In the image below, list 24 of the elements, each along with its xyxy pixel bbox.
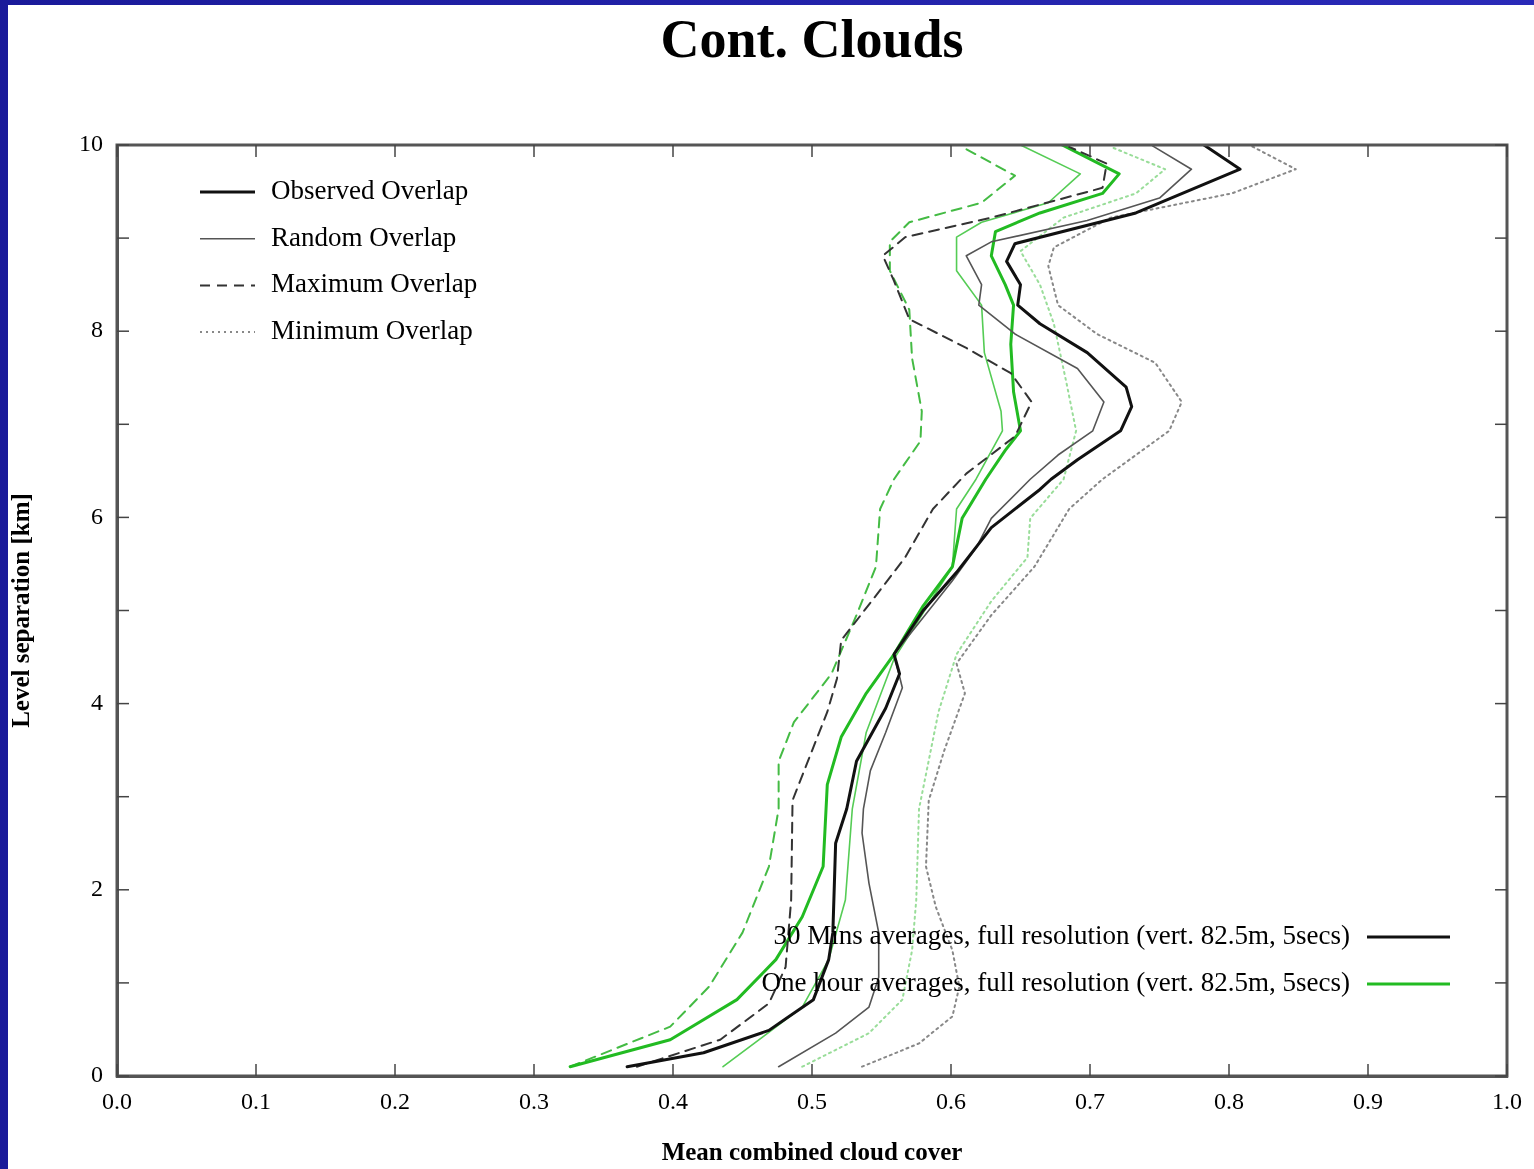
legend-label: Observed Overlap [271,175,469,206]
chart-title: Cont. Clouds [660,8,964,69]
x-axis-title: Mean combined cloud cover [661,1138,963,1166]
x-tick-label: 0.5 [797,1087,827,1114]
x-tick-label: 0.9 [1353,1087,1383,1114]
y-axis-title: Level separation [km] [7,493,35,728]
x-tick-label: 0.4 [658,1087,688,1114]
x-tick-label: 0.2 [380,1087,410,1114]
y-tick-label: 0 [91,1061,103,1088]
y-tick-label: 4 [91,688,103,715]
x-tick-label: 0.8 [1214,1087,1244,1114]
x-tick-label: 0.3 [519,1087,549,1114]
x-tick-label: 0.6 [936,1087,966,1114]
legend-label: Maximum Overlap [271,268,478,299]
legend-label: Random Overlap [271,221,457,252]
y-tick-label: 6 [91,502,103,529]
x-tick-label: 0.7 [1075,1087,1105,1114]
x-tick-label: 0.0 [102,1087,132,1114]
x-tick-label: 0.1 [241,1087,271,1114]
y-tick-label: 8 [91,316,103,343]
y-tick-label: 10 [79,130,103,157]
x-tick-label: 1.0 [1492,1087,1522,1114]
legend-label: Minimum Overlap [271,315,473,346]
y-tick-label: 2 [91,875,103,902]
